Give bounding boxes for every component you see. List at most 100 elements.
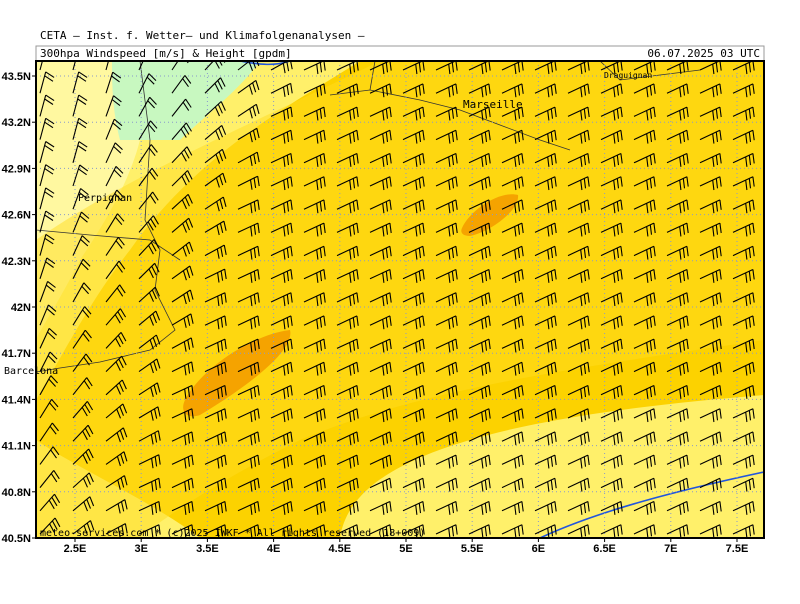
wind-barb — [402, 245, 425, 260]
wind-barb — [534, 61, 557, 75]
wind-barb — [369, 199, 392, 214]
wind-barb — [171, 524, 194, 538]
wind-barb — [369, 176, 392, 191]
wind-barb — [402, 361, 425, 376]
wind-barb — [766, 386, 787, 399]
wind-barb — [732, 315, 755, 330]
jet-core — [461, 194, 519, 236]
wind-barb — [369, 338, 392, 353]
wind-barb — [303, 269, 326, 283]
wind-barb — [270, 524, 293, 538]
wind-barb — [39, 94, 55, 117]
wind-barb — [105, 427, 128, 443]
wind-barb — [534, 477, 557, 492]
wind-barb — [501, 361, 524, 376]
wind-barb — [72, 282, 92, 303]
wind-barb — [633, 176, 656, 191]
wind-barb — [39, 398, 59, 419]
wind-barb — [600, 199, 623, 214]
wind-barb — [402, 477, 425, 492]
wind-barb — [666, 408, 689, 423]
wind-barb — [138, 524, 161, 538]
wind-barb — [138, 406, 161, 421]
wind-barb — [171, 385, 194, 399]
wind-barb — [336, 176, 359, 191]
height-contour — [539, 471, 764, 538]
wind-barb — [369, 477, 392, 492]
wind-barb — [435, 106, 458, 121]
wind-barb — [138, 61, 144, 71]
wind-barb — [270, 408, 293, 423]
wind-barb — [633, 315, 656, 330]
wind-barb — [732, 61, 755, 75]
wind-barb — [666, 176, 689, 191]
wind-barb — [171, 408, 194, 423]
wind-barb — [402, 269, 425, 283]
wind-barb — [435, 454, 458, 469]
wind-barb — [402, 501, 425, 515]
wind-barb — [468, 454, 491, 469]
wind-barb — [666, 222, 689, 237]
wind-barb — [303, 361, 326, 376]
wind-barb — [171, 289, 194, 305]
wind-barb — [39, 141, 55, 163]
wind-barb — [633, 83, 656, 98]
lat-label: 42.3N — [2, 256, 31, 268]
wind-barb — [105, 61, 110, 71]
wind-barb — [732, 199, 755, 214]
wind-barb — [666, 501, 689, 515]
wind-barb — [204, 124, 227, 141]
wind-barb — [39, 517, 61, 535]
wind-barb — [39, 422, 59, 442]
lon-label: 5.5E — [461, 543, 484, 555]
lat-label: 42N — [11, 302, 31, 314]
wind-barb — [699, 477, 722, 492]
wind-barb — [501, 315, 524, 330]
wind-barb — [567, 338, 590, 353]
wind-barb — [171, 193, 193, 210]
wind-barb — [435, 83, 458, 98]
wind-barb — [435, 431, 458, 446]
wind-barb — [699, 245, 722, 260]
place-label: Perpignan — [78, 193, 132, 204]
wind-barb — [270, 361, 293, 376]
wind-barb — [303, 524, 326, 538]
wind-barb — [534, 501, 557, 515]
jet-core — [183, 330, 291, 417]
wind-barb — [303, 501, 326, 515]
wind-barb — [39, 61, 43, 71]
wind-barb — [534, 315, 557, 330]
wind-barb — [468, 361, 491, 376]
wind-barb — [567, 315, 590, 330]
wind-barb — [600, 129, 623, 144]
wind-barb — [72, 94, 88, 117]
wind-barb — [336, 431, 359, 446]
wind-barb — [567, 385, 590, 399]
wind-barb — [534, 153, 557, 167]
wind-barb — [666, 269, 689, 283]
wind-barb — [171, 170, 193, 187]
wind-barb — [171, 477, 194, 492]
wind-barb — [468, 501, 491, 515]
wind-barb — [534, 454, 557, 469]
wind-barb — [501, 408, 524, 423]
wind-barb — [369, 361, 392, 376]
wind-barb — [72, 211, 90, 233]
wind-barb — [699, 199, 722, 214]
footer: meteo-services.com * (c)2025 IWKF * All … — [40, 528, 425, 539]
wind-barb — [766, 130, 787, 143]
wind-barb — [72, 377, 93, 396]
wind-barb — [237, 199, 260, 214]
wind-barb — [171, 337, 194, 352]
subtitle: 300hpa Windspeed [m/s] & Height [gpdm] — [40, 47, 292, 60]
wind-barb — [39, 304, 57, 326]
wind-barb — [303, 431, 326, 446]
wind-barb — [666, 477, 689, 492]
wind-barb — [534, 292, 557, 307]
wind-barb — [435, 477, 458, 492]
wind-barb — [39, 187, 55, 210]
wind-barb — [567, 501, 590, 515]
wind-barb — [105, 260, 126, 280]
wind-barb — [204, 101, 226, 117]
wind-barb — [699, 176, 722, 191]
